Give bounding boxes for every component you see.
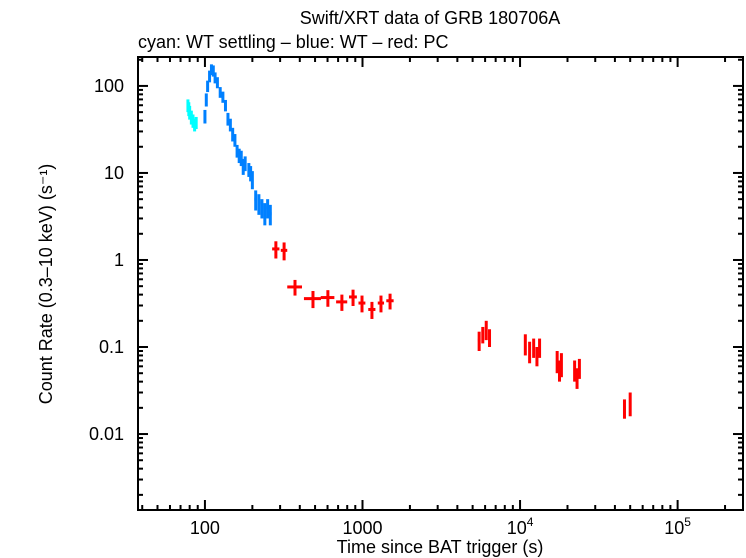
data-point <box>523 334 527 356</box>
x-tick-label: 100 <box>190 518 220 538</box>
x-tick-label: 1000 <box>342 518 382 538</box>
data-point <box>386 293 394 310</box>
plot-frame <box>137 56 744 511</box>
data-point <box>481 326 485 344</box>
data-point <box>628 392 632 417</box>
data-point <box>208 70 212 83</box>
series-wt <box>203 64 272 226</box>
data-point <box>235 144 239 158</box>
data-point <box>203 109 207 124</box>
data-point <box>215 77 219 89</box>
data-point <box>555 350 559 374</box>
series-pc <box>272 241 632 419</box>
y-axis-label: Count Rate (0.3–10 keV) (s⁻¹) <box>36 164 56 405</box>
x-tick-label: 104 <box>507 515 534 538</box>
data-point <box>558 360 562 382</box>
data-point <box>532 338 536 358</box>
data-point <box>358 295 366 313</box>
data-point <box>336 294 348 311</box>
data-point <box>559 353 563 378</box>
data-point <box>257 194 261 215</box>
data-point <box>221 91 225 103</box>
data-point <box>573 360 577 382</box>
data-point <box>577 358 581 379</box>
data-point <box>280 242 288 261</box>
data-point <box>368 301 376 319</box>
data-point <box>231 127 235 142</box>
x-axis-label: Time since BAT trigger (s) <box>337 537 544 557</box>
data-point <box>228 118 232 132</box>
data-point <box>528 341 532 364</box>
chart-subtitle: cyan: WT settling – blue: WT – red: PC <box>138 32 448 52</box>
data-point <box>320 290 335 307</box>
data-point <box>254 190 258 211</box>
data-point <box>538 338 542 358</box>
data-point <box>233 134 237 147</box>
data-point <box>266 199 270 219</box>
data-point <box>272 241 280 259</box>
y-tick-label: 100 <box>94 76 124 96</box>
y-tick-label: 0.1 <box>99 337 124 357</box>
data-point <box>260 199 264 219</box>
data-point <box>348 289 357 306</box>
data-point <box>211 65 215 77</box>
data-point <box>250 171 254 190</box>
data-point <box>213 72 217 84</box>
data-point <box>226 112 230 126</box>
data-point <box>243 156 247 172</box>
data-point <box>204 93 208 107</box>
data-point <box>223 99 227 112</box>
y-tick-label: 10 <box>104 163 124 183</box>
data-point <box>303 291 321 309</box>
data-point <box>239 150 243 167</box>
data-point <box>477 331 481 351</box>
data-point <box>206 80 210 93</box>
data-point <box>218 87 222 98</box>
data-point <box>194 116 198 129</box>
x-tick-label: 105 <box>664 515 691 538</box>
data-point <box>575 368 579 389</box>
series-wt-settling <box>186 99 198 132</box>
y-tick-label: 0.01 <box>89 424 124 444</box>
chart-title: Swift/XRT data of GRB 180706A <box>300 8 560 28</box>
data-point <box>622 399 626 419</box>
data-point <box>488 329 492 348</box>
data-point <box>263 203 267 226</box>
data-point <box>377 295 385 313</box>
data-point <box>268 204 272 226</box>
y-tick-label: 1 <box>114 250 124 270</box>
data-point <box>287 279 302 296</box>
data-point <box>535 347 539 367</box>
data-point <box>484 320 488 341</box>
